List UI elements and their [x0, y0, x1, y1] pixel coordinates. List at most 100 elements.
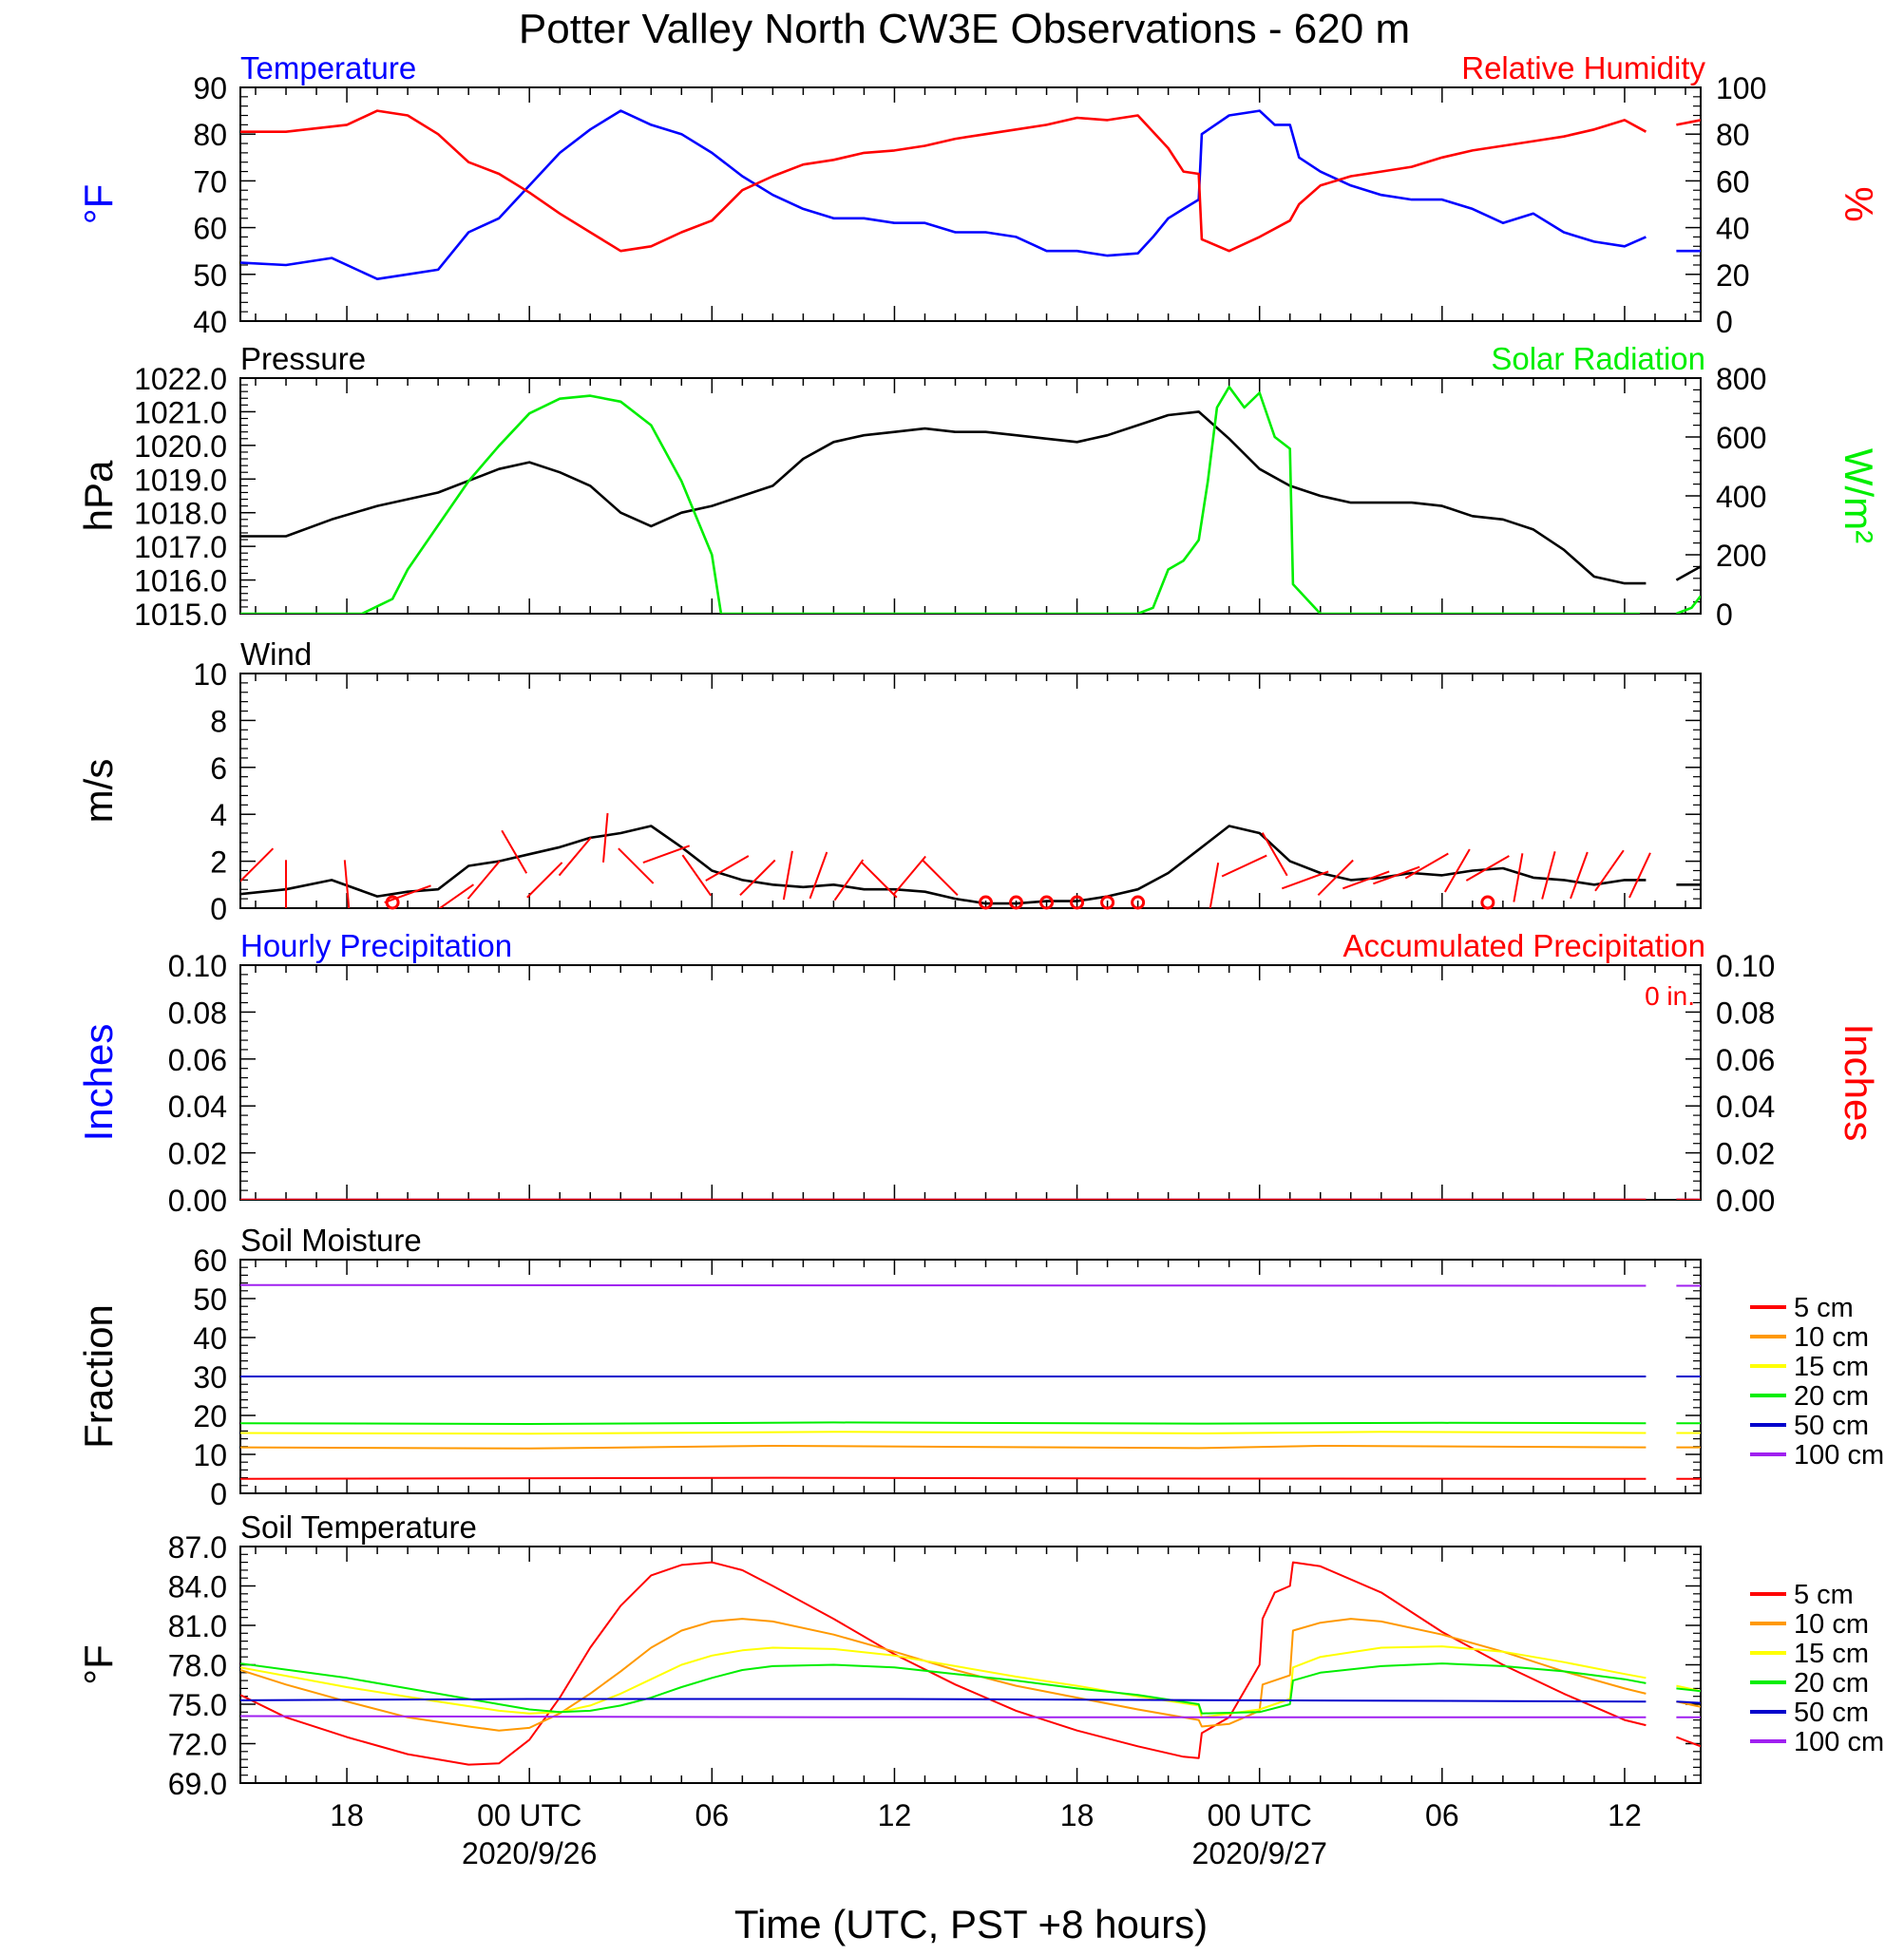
y-tick-label-left: 1022.0	[134, 362, 227, 396]
series-15-cm	[240, 1645, 1701, 1718]
y-axis-label-left: hPa	[76, 460, 121, 531]
wind-barb	[1404, 852, 1449, 880]
panel-title-right: Solar Radiation	[1491, 341, 1705, 376]
y-tick-label-left: 1017.0	[134, 530, 227, 564]
x-tick-label: 06	[1425, 1798, 1459, 1832]
y-tick-label-left: 30	[193, 1360, 227, 1395]
panel-frame	[239, 673, 1702, 909]
wind-barb	[1443, 848, 1471, 893]
y-tick-label-left: 1016.0	[134, 564, 227, 598]
y-tick-label-left: 84.0	[168, 1570, 227, 1604]
calm-wind-marker	[385, 895, 400, 910]
panel-data	[240, 812, 1701, 908]
y-tick-label-right: 0	[1716, 305, 1733, 339]
y-tick-label-left: 0.06	[168, 1043, 227, 1077]
y-tick-label-right: 20	[1716, 258, 1750, 293]
wind-barb	[922, 859, 959, 896]
series-50-cm	[240, 1698, 1701, 1704]
wind-barb	[384, 884, 431, 904]
wind-barb	[1261, 832, 1288, 877]
panel-title-right: Relative Humidity	[1461, 50, 1705, 85]
legend-label: 20 cm	[1794, 1668, 1869, 1699]
panel-title-left: Hourly Precipitation	[240, 928, 512, 963]
wind-barb	[705, 855, 750, 882]
series-5-cm	[240, 1476, 1701, 1480]
series-temperature	[240, 109, 1701, 280]
y-tick-label-left: 1019.0	[134, 463, 227, 497]
x-tick-date-label: 2020/9/26	[462, 1836, 597, 1870]
panel-title-left: Soil Temperature	[240, 1509, 477, 1545]
y-tick-label-left: 2	[210, 845, 227, 880]
x-tick-label: 00 UTC	[1208, 1798, 1312, 1832]
wind-barb	[892, 855, 926, 895]
y-tick-label-left: 50	[193, 1282, 227, 1317]
legend-label: 15 cm	[1794, 1639, 1869, 1669]
wind-barb	[1628, 852, 1651, 899]
x-tick-label: 18	[1060, 1798, 1095, 1832]
legend-label: 10 cm	[1794, 1609, 1869, 1640]
y-tick-label-left: 8	[210, 704, 227, 738]
panel-title-left: Temperature	[240, 50, 416, 85]
wind-barb	[1342, 870, 1390, 890]
y-tick-label-left: 0.10	[168, 949, 227, 983]
y-tick-label-right: 0.04	[1716, 1090, 1775, 1124]
y-tick-label-left: 87.0	[168, 1530, 227, 1565]
y-tick-label-left: 1020.0	[134, 429, 227, 464]
y-tick-label-left: 0.02	[168, 1137, 227, 1171]
y-tick-label-left: 50	[193, 258, 227, 293]
figure-title: Potter Valley North CW3E Observations - …	[519, 6, 1410, 52]
panel-temp_rh: 40 50 60 70 80 90 0 20 40 60 80 100 Temperature Relat…	[76, 50, 1881, 339]
wind-barb	[1373, 865, 1420, 885]
legend-label: 20 cm	[1794, 1381, 1869, 1412]
y-tick-label-right: 0.00	[1716, 1184, 1775, 1218]
legend-label: 50 cm	[1794, 1698, 1869, 1728]
wind-barb	[1209, 862, 1220, 908]
y-tick-label-left: 20	[193, 1399, 227, 1433]
legend-label: 100 cm	[1794, 1440, 1884, 1471]
y-tick-label-left: 70	[193, 164, 227, 199]
wind-barb	[782, 850, 793, 901]
y-tick-label-right: 0.06	[1716, 1043, 1775, 1077]
wind-barb	[558, 837, 592, 877]
y-axis-label-right: Inches	[1837, 1024, 1881, 1142]
y-axis-label-left: Fraction	[76, 1304, 121, 1449]
calm-wind-marker	[1480, 895, 1495, 910]
y-tick-label-left: 81.0	[168, 1609, 227, 1643]
series-100-cm	[240, 1715, 1701, 1718]
series-15-cm	[240, 1431, 1701, 1435]
wind-barb	[1541, 851, 1556, 900]
wind-barb	[1465, 855, 1510, 882]
panel-soil_temp: 69.0 72.0 75.0 78.0 81.0 84.0 87.0 Soil Tempera…	[76, 1509, 1884, 1801]
y-tick-label-right: 0.08	[1716, 996, 1775, 1030]
panel-title-left: Soil Moisture	[240, 1223, 422, 1258]
wind-barb	[466, 860, 501, 900]
wind-barb	[618, 847, 655, 884]
x-axis-label: Time (UTC, PST +8 hours)	[734, 1902, 1208, 1946]
y-tick-label-right: 400	[1716, 480, 1766, 514]
y-tick-label-left: 1021.0	[134, 395, 227, 429]
y-tick-label-left: 90	[193, 71, 227, 105]
wind-barb	[1513, 853, 1524, 902]
x-tick-label: 12	[1608, 1798, 1642, 1832]
legend-label: 15 cm	[1794, 1352, 1869, 1382]
wind-barb	[343, 860, 351, 908]
calm-wind-marker	[1100, 895, 1115, 910]
series-20-cm	[240, 1421, 1701, 1425]
x-tick-label: 12	[878, 1798, 912, 1832]
y-axis-label-left: °F	[76, 1644, 121, 1684]
x-tick-label: 18	[330, 1798, 364, 1832]
y-tick-label-left: 10	[193, 1438, 227, 1472]
panel-data	[240, 109, 1701, 280]
time-axis: 18 00 UTC 2020/9/26 06 12 18 00 UTC 2020/9/27 06…	[330, 1798, 1641, 1870]
x-tick-label: 00 UTC	[477, 1798, 581, 1832]
y-tick-label-left: 1015.0	[134, 598, 227, 632]
y-axis-label-left: Inches	[76, 1024, 121, 1142]
panel-data	[240, 1283, 1701, 1480]
series-relative-humidity	[240, 109, 1701, 253]
y-tick-label-left: 69.0	[168, 1767, 227, 1801]
wind-barb	[1221, 854, 1267, 878]
y-tick-label-left: 6	[210, 751, 227, 786]
